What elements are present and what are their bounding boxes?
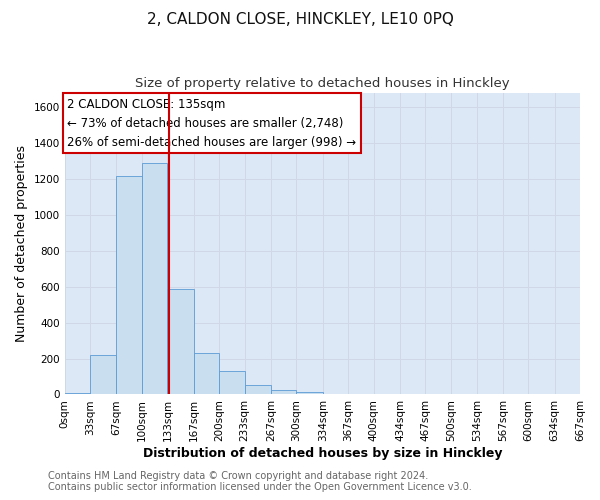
Title: Size of property relative to detached houses in Hinckley: Size of property relative to detached ho… [135,78,509,90]
Text: 2, CALDON CLOSE, HINCKLEY, LE10 0PQ: 2, CALDON CLOSE, HINCKLEY, LE10 0PQ [146,12,454,28]
Bar [90,355,116,395]
Bar [167,288,194,395]
Text: 2 CALDON CLOSE: 135sqm
← 73% of detached houses are smaller (2,748)
26% of semi-: 2 CALDON CLOSE: 135sqm ← 73% of detached… [67,98,356,148]
Bar [142,163,167,394]
Y-axis label: Number of detached properties: Number of detached properties [15,146,28,342]
Bar [194,353,219,395]
Bar [116,176,142,394]
Bar [296,392,323,394]
Bar [219,371,245,394]
X-axis label: Distribution of detached houses by size in Hinckley: Distribution of detached houses by size … [143,447,502,460]
Bar [245,386,271,394]
Bar [271,390,296,394]
Text: Contains HM Land Registry data © Crown copyright and database right 2024.
Contai: Contains HM Land Registry data © Crown c… [48,471,472,492]
Bar [65,392,90,394]
